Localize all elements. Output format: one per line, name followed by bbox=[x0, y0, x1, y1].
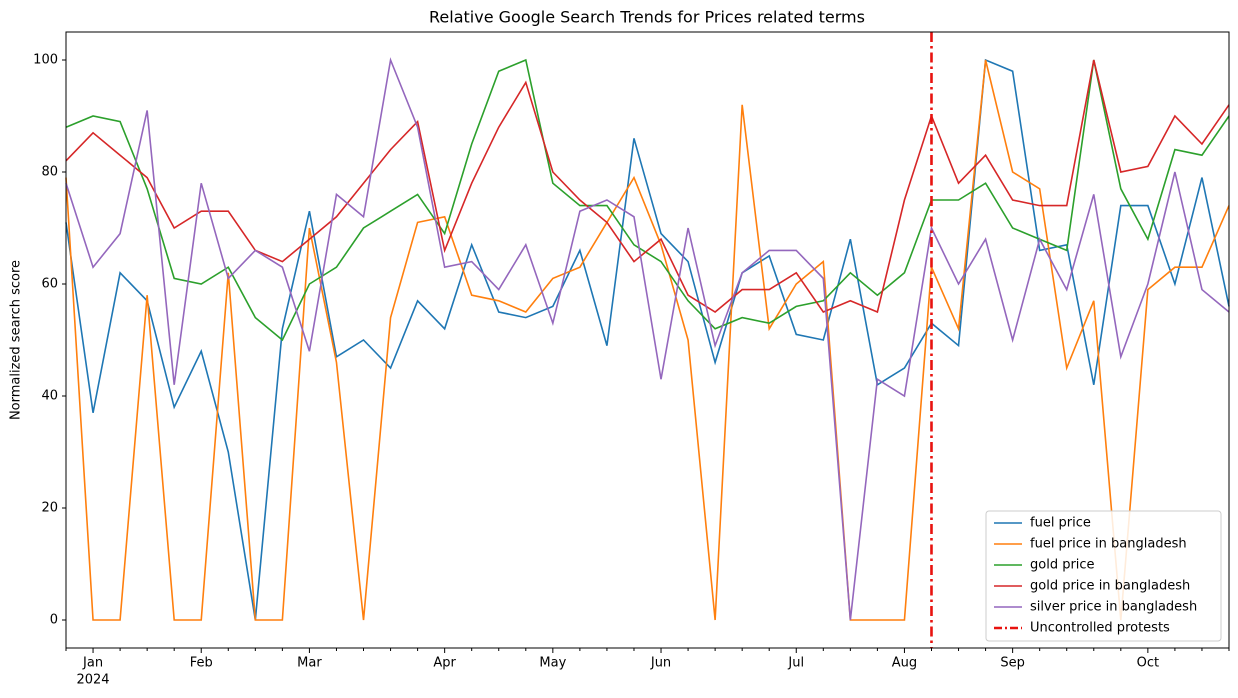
y-tick-label: 0 bbox=[50, 613, 58, 628]
y-tick-label: 60 bbox=[41, 277, 58, 292]
x-tick-label: Sep bbox=[1000, 656, 1025, 671]
x-tick-label: Apr bbox=[433, 656, 456, 671]
x-tick-label: Jan bbox=[82, 656, 103, 671]
legend-label: silver price in bangladesh bbox=[1030, 600, 1197, 615]
chart-title: Relative Google Search Trends for Prices… bbox=[429, 8, 865, 27]
x-tick-label: Jun bbox=[650, 656, 671, 671]
x-tick-label: Aug bbox=[892, 656, 917, 671]
y-tick-label: 20 bbox=[41, 501, 58, 516]
series-line bbox=[65, 57, 1230, 621]
y-tick-label: 40 bbox=[41, 389, 58, 404]
x-tick-label: Oct bbox=[1137, 656, 1159, 671]
plot-frame bbox=[65, 31, 1230, 649]
legend-box bbox=[985, 510, 1222, 642]
x-tick-label: Jul bbox=[787, 656, 804, 671]
legend-label: gold price bbox=[1030, 558, 1095, 573]
legend-label: gold price in bangladesh bbox=[1030, 579, 1190, 594]
y-tick-label: 80 bbox=[41, 165, 58, 180]
legend-label: fuel price bbox=[1030, 516, 1091, 531]
series-line bbox=[65, 59, 1230, 621]
x-tick-label: Feb bbox=[190, 656, 213, 671]
series-line bbox=[65, 58, 1230, 342]
legend-label: fuel price in bangladesh bbox=[1030, 537, 1187, 552]
year-label: 2024 bbox=[76, 673, 109, 688]
y-axis-label: Normalized search score bbox=[9, 260, 24, 420]
legend-label: Uncontrolled protests bbox=[1030, 621, 1170, 636]
legend: fuel price fuel price in bangladesh gold p… bbox=[985, 510, 1222, 642]
x-tick-label: Mar bbox=[297, 656, 322, 671]
series-line bbox=[65, 58, 1230, 621]
y-tick-label: 100 bbox=[33, 53, 58, 68]
x-tick-label: May bbox=[539, 656, 566, 671]
